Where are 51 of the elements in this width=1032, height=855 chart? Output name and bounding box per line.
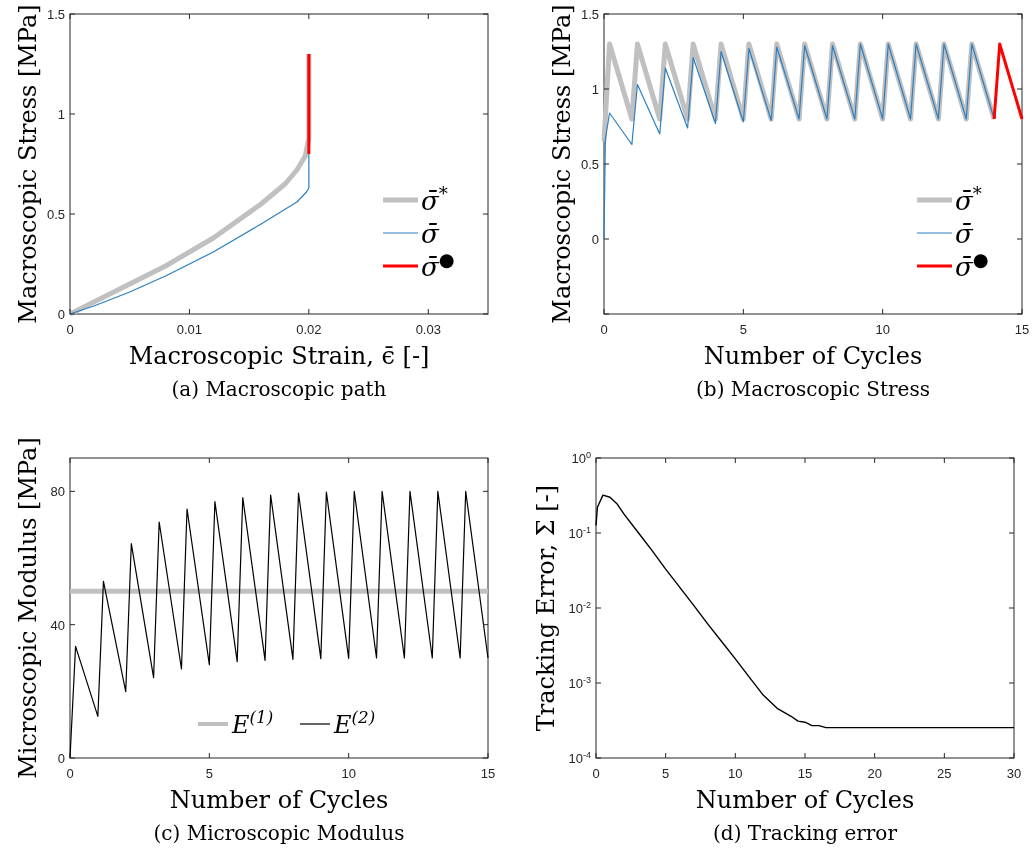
y-tick-label: 10$^{-1}$	[568, 525, 591, 541]
legend-label: σ̄	[955, 219, 974, 249]
y-tick-label: 80	[50, 484, 65, 500]
y-tick-label: 1	[591, 82, 599, 97]
x-tick-label: 30	[1006, 766, 1022, 781]
y-tick-label: 10$^{0}$	[571, 450, 591, 466]
y-axis-title: Microscopic Modulus [MPa]	[14, 437, 42, 779]
x-tick-label: 15	[480, 766, 496, 781]
x-tick-label: 5	[739, 322, 747, 337]
legend-label: σ̄$^{●}$	[955, 248, 989, 282]
y-tick-label: 10$^{-3}$	[568, 675, 591, 691]
text: (a) Macroscopic path	[171, 377, 387, 401]
y-tick-label: 10$^{-2}$	[568, 600, 591, 616]
x-tick-label: 5	[662, 766, 670, 781]
y-tick-label: 0	[57, 751, 65, 766]
legend-label: σ̄$^{*}$	[421, 182, 448, 216]
y-axis-title: Macroscopic Stress [MPa]	[548, 4, 576, 324]
y-tick-label: 10$^{-4}$	[568, 750, 591, 766]
legend-label: E$^{(1)}$	[231, 707, 274, 739]
legend-label: E$^{(2)}$	[333, 707, 376, 739]
x-tick-label: 20	[867, 766, 882, 781]
x-tick-label: 10	[728, 766, 743, 781]
x-tick-label: 0.01	[176, 322, 203, 337]
y-tick-label: 1.5	[580, 7, 599, 22]
x-axis-title: Number of Cycles	[169, 786, 389, 814]
legend-label: σ̄	[421, 219, 440, 249]
x-tick-label: 15	[797, 766, 813, 781]
y-tick-label: 0.5	[46, 207, 65, 222]
x-axis-title: Macroscopic Strain, ϵ̄ [-]	[128, 342, 430, 370]
x-axis-title: Number of Cycles	[703, 342, 923, 370]
x-tick-label: 0.03	[415, 322, 441, 337]
y-tick-label: 0.5	[580, 157, 599, 172]
y-tick-label: 1	[57, 107, 65, 122]
legend-label: σ̄$^{*}$	[955, 182, 982, 216]
y-axis-title: Tracking Error, Σ [-]	[532, 484, 560, 732]
x-tick-label: 5	[205, 766, 213, 781]
y-tick-label: 1.5	[46, 7, 65, 22]
text: (b) Macroscopic Stress	[696, 377, 930, 401]
y-tick-label: 0	[57, 307, 65, 322]
x-tick-label: 10	[875, 322, 890, 337]
x-axis-title: Number of Cycles	[695, 786, 915, 814]
y-axis-title: Macroscopic Stress [MPa]	[14, 4, 42, 324]
x-tick-label: 0.02	[296, 322, 322, 337]
text: (c) Microscopic Modulus	[153, 821, 405, 845]
y-tick-label: 40	[50, 617, 65, 633]
text: (d) Tracking error	[713, 821, 898, 845]
x-tick-label: 10	[341, 766, 356, 781]
x-tick-label: 25	[937, 766, 952, 781]
y-tick-label: 0	[591, 232, 599, 247]
legend-label: σ̄$^{●}$	[421, 248, 455, 282]
x-tick-label: 15	[1014, 322, 1030, 337]
